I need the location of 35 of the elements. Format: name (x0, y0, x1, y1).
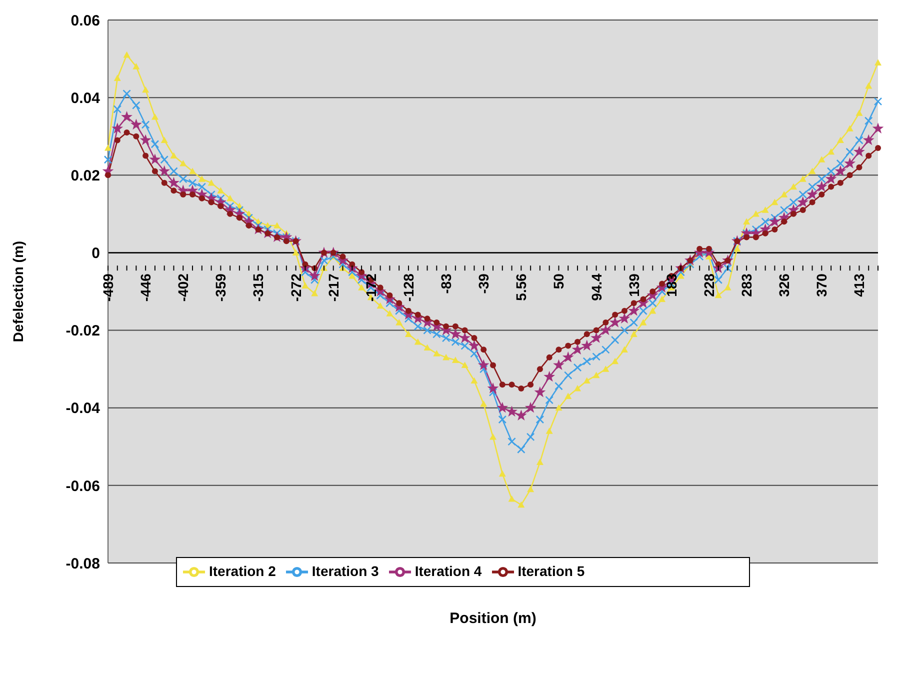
x-tick-label: -446 (138, 273, 154, 302)
x-tick-label: -39 (476, 273, 492, 294)
x-tick-label: -489 (100, 273, 116, 302)
y-tick-label: 0.02 (70, 167, 100, 184)
x-tick-label: 413 (851, 273, 868, 297)
x-tick-label: 50 (550, 273, 567, 290)
x-tick-label: 5.56 (513, 273, 530, 301)
y-tick-label: 0.06 (70, 12, 100, 30)
y-tick-label: -0.08 (66, 555, 100, 572)
legend-label: Iteration 4 (414, 563, 482, 580)
x-tick-label: 228 (700, 273, 717, 297)
x-tick-label: -217 (325, 273, 342, 302)
x-tick-label: -272 (288, 273, 304, 302)
x-axis-title: Position (m) (450, 610, 536, 627)
x-tick-label: 94.4 (588, 273, 604, 301)
legend-label: Iteration 3 (312, 563, 379, 580)
x-tick-label: -315 (250, 273, 266, 302)
x-tick-label: -402 (175, 273, 192, 302)
y-tick-label: -0.06 (66, 478, 100, 495)
y-axis-title: Defelection (m) (10, 240, 26, 342)
x-tick-label: 326 (776, 273, 792, 297)
x-tick-label: -128 (400, 273, 416, 302)
x-tick-label: -172 (362, 273, 379, 302)
x-tick-label: -359 (212, 273, 229, 302)
y-tick-label: 0.04 (70, 90, 101, 107)
x-tick-label: 183 (663, 273, 680, 297)
x-tick-label: -83 (438, 273, 454, 294)
legend-label: Iteration 5 (518, 563, 585, 580)
y-tick-label: -0.02 (66, 322, 100, 340)
y-tick-label: 0 (92, 245, 100, 262)
x-tick-label: 283 (738, 273, 755, 297)
y-tick-label: -0.04 (66, 400, 101, 418)
x-tick-label: 139 (626, 273, 642, 297)
x-tick-label: 370 (814, 273, 830, 297)
legend-label: Iteration 2 (209, 563, 276, 580)
